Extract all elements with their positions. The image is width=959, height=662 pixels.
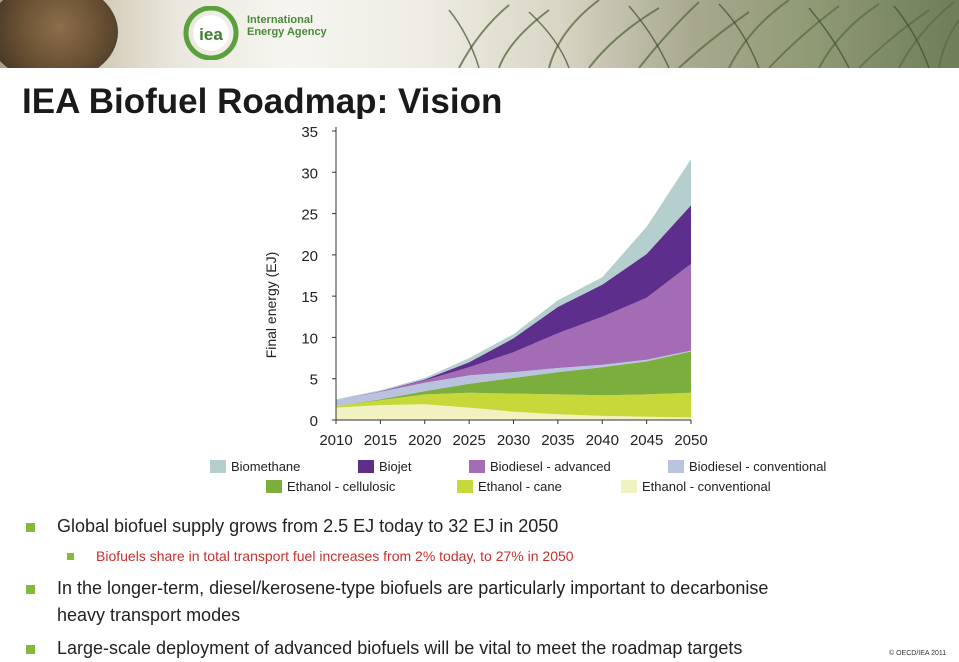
area-ethanol-cellulosic [336, 351, 691, 406]
grass-image [448, 0, 959, 68]
x-tick-label: 2025 [452, 432, 485, 449]
org-name: International Energy Agency [247, 14, 327, 38]
area-ethanol-conventional [336, 404, 691, 420]
iea-logo: iea [183, 6, 239, 60]
bullet-marker [26, 523, 35, 532]
sub-bullet-1: Biofuels share in total transport fuel i… [96, 548, 574, 564]
y-tick-label: 5 [310, 372, 318, 389]
area-biojet [336, 205, 691, 401]
slide-title: IEA Biofuel Roadmap: Vision [22, 82, 503, 121]
y-tick-label: 25 [301, 207, 318, 224]
y-tick-label: 10 [301, 330, 318, 347]
x-tick-label: 2045 [630, 432, 663, 449]
x-tick-label: 2030 [497, 432, 530, 449]
logo-text: iea [199, 25, 223, 44]
bullet-1: Global biofuel supply grows from 2.5 EJ … [57, 516, 559, 536]
x-tick-label: 2020 [408, 432, 441, 449]
x-tick-label: 2035 [541, 432, 574, 449]
legend-label: Biomethane [231, 459, 300, 474]
y-tick-label: 30 [301, 165, 318, 182]
legend-swatch [358, 460, 374, 473]
legend-swatch [621, 480, 637, 493]
x-tick-label: 2010 [319, 432, 352, 449]
bullet-2-continued: heavy transport modes [57, 605, 241, 625]
legend-swatch [469, 460, 485, 473]
legend-label: Biodiesel - conventional [689, 459, 826, 474]
y-tick-label: 0 [310, 413, 318, 430]
legend-label: Ethanol - cane [478, 479, 562, 494]
legend-label: Biodiesel - advanced [490, 459, 611, 474]
bullet-marker [26, 585, 35, 594]
y-tick-label: 35 [301, 124, 318, 141]
org-name-line1: International [247, 14, 314, 26]
legend-label: Ethanol - cellulosic [287, 479, 396, 494]
title-overlap-mask [0, 119, 959, 129]
x-tick-label: 2040 [586, 432, 619, 449]
y-tick-label: 20 [301, 248, 318, 265]
bullet-marker [26, 645, 35, 654]
x-tick-label: 2015 [364, 432, 397, 449]
straw-bale-image [0, 0, 118, 68]
legend-swatch [457, 480, 473, 493]
legend-swatch [266, 480, 282, 493]
x-tick-label: 2050 [674, 432, 707, 449]
org-name-line2: Energy Agency [247, 26, 327, 38]
area-biodiesel-conventional [336, 350, 691, 406]
bullet-marker [67, 553, 74, 560]
header-banner: iea International Energy Agency [0, 0, 959, 68]
area-ethanol-cane [336, 392, 691, 418]
y-tick-label: 15 [301, 289, 318, 306]
bullet-2: In the longer-term, diesel/kerosene-type… [57, 578, 769, 598]
legend-label: Biojet [379, 459, 412, 474]
legend-swatch [210, 460, 226, 473]
legend-label: Ethanol - conventional [642, 479, 771, 494]
area-biodiesel-advanced [336, 263, 691, 401]
y-axis-label: Final energy (EJ) [263, 252, 279, 359]
bullet-3: Large-scale deployment of advanced biofu… [57, 638, 743, 658]
copyright-text: © OECD/IEA 2011 [889, 650, 947, 657]
legend-swatch [668, 460, 684, 473]
